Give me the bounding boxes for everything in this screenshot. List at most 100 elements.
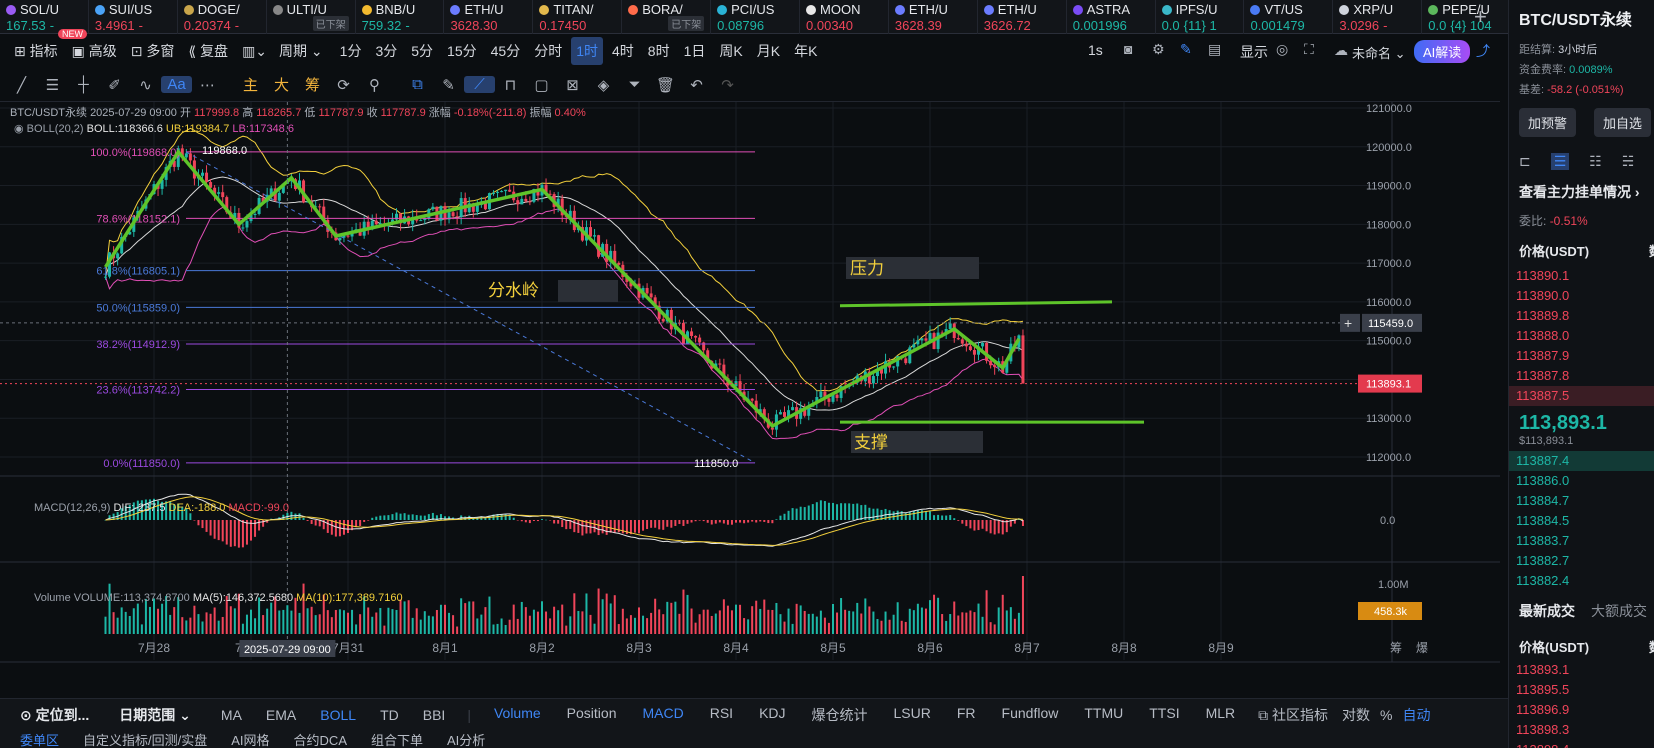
chips-toggle[interactable]: 筹 bbox=[304, 77, 320, 94]
fullscreen-icon[interactable]: ⛶ bbox=[1304, 41, 1314, 57]
horizontal-lines-icon[interactable]: ☰ bbox=[45, 76, 60, 94]
symbol-tab[interactable]: VT/US 0.001479 bbox=[1244, 0, 1334, 34]
sub-indicator-4[interactable]: KDJ bbox=[759, 704, 786, 721]
bid-row[interactable]: 113882.4 bbox=[1516, 573, 1570, 588]
book-asks-icon[interactable]: ☵ bbox=[1621, 153, 1635, 169]
sub-indicator-0[interactable]: Volume bbox=[493, 704, 541, 721]
date-range-dropdown[interactable]: 日期范围 ⌄ bbox=[119, 706, 191, 723]
interval-4[interactable]: 45分 bbox=[490, 43, 521, 59]
interval-9[interactable]: 1日 bbox=[683, 43, 706, 59]
ask-row[interactable]: 113887.5 bbox=[1509, 386, 1654, 406]
interval-6[interactable]: 1时 bbox=[571, 37, 603, 65]
community-indicators-button[interactable]: ⧉ 社区指标 bbox=[1258, 706, 1329, 723]
trendline-icon[interactable]: ╱ bbox=[16, 76, 27, 94]
sub-indicator-11[interactable]: MLR bbox=[1205, 704, 1236, 721]
log-scale-toggle[interactable]: 对数 bbox=[1342, 706, 1371, 723]
panel-tab-5[interactable]: AI分析 bbox=[447, 733, 486, 748]
symbol-tab[interactable]: MOON 0.00340 bbox=[800, 0, 889, 34]
depth-link[interactable]: 查看主力挂单情况 › bbox=[1519, 184, 1640, 200]
chart-area[interactable]: 100.0%(119868.0) 78.6%(118152.1) 61.8%(116… bbox=[0, 102, 1500, 695]
main-indicator-ma[interactable]: MA bbox=[220, 706, 242, 723]
advanced-button[interactable]: ▣ 高级 bbox=[71, 43, 117, 59]
interval-11[interactable]: 月K bbox=[756, 43, 781, 59]
book-split-icon[interactable]: ☰ bbox=[1550, 153, 1570, 170]
sub-indicator-3[interactable]: RSI bbox=[709, 704, 734, 721]
bid-row[interactable]: 113887.4 bbox=[1509, 451, 1654, 471]
ask-row[interactable]: 113890.0 bbox=[1516, 288, 1570, 303]
interval-12[interactable]: 年K bbox=[794, 43, 818, 59]
draw-pen-icon[interactable]: ✎ bbox=[1180, 41, 1192, 57]
locate-button[interactable]: ⊙ 定位到... bbox=[20, 706, 90, 723]
sub-indicator-8[interactable]: Fundflow bbox=[1001, 704, 1059, 721]
pattern-icon[interactable]: ⟳ bbox=[337, 76, 350, 94]
text-tool-icon[interactable]: Aa bbox=[161, 76, 192, 93]
percent-scale-toggle[interactable]: % bbox=[1380, 706, 1393, 723]
latest-trades-tab[interactable]: 最新成交 bbox=[1519, 603, 1575, 619]
symbol-tab[interactable]: ETH/U 3626.72 bbox=[978, 0, 1067, 34]
book-both-icon[interactable]: ⊏ bbox=[1519, 153, 1531, 169]
brush-icon[interactable]: ✐ bbox=[108, 76, 121, 94]
add-alert-button[interactable]: 加预警 bbox=[1519, 108, 1577, 137]
wave-icon[interactable]: ∿ bbox=[139, 76, 152, 94]
cloud-icon[interactable]: ☁ bbox=[1334, 42, 1348, 58]
refresh-rate[interactable]: 1s bbox=[1088, 42, 1103, 58]
panel-tab-2[interactable]: AI网格 bbox=[231, 733, 270, 748]
magnet-icon[interactable]: ⊓ bbox=[504, 76, 517, 94]
camera-icon[interactable]: ◙ bbox=[1124, 41, 1133, 57]
symbol-tab[interactable]: ETH/U 3628.39 bbox=[889, 0, 978, 34]
filter-icon[interactable]: ⏷ bbox=[628, 76, 641, 93]
layout-icon[interactable]: ▤ bbox=[1208, 41, 1222, 57]
symbol-tab[interactable]: ULTI/U 已下架 bbox=[267, 0, 356, 34]
symbol-tab[interactable]: DOGE/0.20374- bbox=[178, 0, 267, 34]
interval-8[interactable]: 8时 bbox=[647, 43, 670, 59]
add-line-icon[interactable] bbox=[1340, 313, 1360, 332]
sub-indicator-1[interactable]: Position bbox=[566, 704, 617, 721]
chart-type-icon[interactable]: ▥⌄ bbox=[242, 42, 268, 59]
period-dropdown[interactable]: 周期 ⌄ bbox=[279, 43, 323, 59]
multi-window-button[interactable]: ⊡ 多窗 bbox=[130, 43, 175, 59]
auto-scale-toggle[interactable]: 自动 bbox=[1402, 706, 1431, 723]
main-force-toggle[interactable]: 主 bbox=[242, 77, 258, 94]
interval-7[interactable]: 4时 bbox=[612, 43, 634, 59]
eye-icon[interactable]: ◉ bbox=[14, 123, 24, 135]
horizontal-ray-icon[interactable]: ┼ bbox=[78, 76, 89, 93]
symbol-tab[interactable]: ASTRA 0.001996 bbox=[1067, 0, 1156, 34]
ask-row[interactable]: 113888.0 bbox=[1516, 328, 1570, 343]
symbol-tab[interactable]: SUI/US 3.4961- bbox=[89, 0, 178, 34]
sub-indicator-2[interactable]: MACD bbox=[642, 704, 684, 721]
bid-row[interactable]: 113886.0 bbox=[1516, 473, 1570, 488]
bid-row[interactable]: 113884.5 bbox=[1516, 513, 1570, 528]
display-button[interactable]: 显示 bbox=[1240, 44, 1268, 60]
lock-icon[interactable]: ▢ bbox=[534, 76, 549, 94]
add-tab-icon[interactable]: + bbox=[1474, 4, 1487, 29]
sub-indicator-10[interactable]: TTSI bbox=[1149, 704, 1180, 721]
interval-5[interactable]: 分时 bbox=[534, 43, 563, 59]
edit-icon[interactable]: ⊠ bbox=[566, 76, 579, 94]
bid-row[interactable]: 113882.7 bbox=[1516, 553, 1570, 568]
ask-row[interactable]: 113887.9 bbox=[1516, 348, 1570, 363]
config-icon[interactable]: ◎ bbox=[1276, 41, 1289, 57]
settings-gear-icon[interactable]: ⚙ bbox=[1152, 41, 1165, 57]
eraser-icon[interactable]: ◈ bbox=[597, 76, 610, 94]
symbol-tab[interactable]: TITAN/0.17450 bbox=[533, 0, 623, 34]
symbol-tab[interactable]: IPFS/U 0.0 {11} 1 bbox=[1156, 0, 1245, 34]
interval-2[interactable]: 5分 bbox=[411, 43, 434, 59]
symbol-tab[interactable]: PEPE/U 0.0 {4} 104 bbox=[1422, 0, 1512, 34]
big-trades-tab[interactable]: 大额成交 bbox=[1591, 603, 1647, 619]
bid-row[interactable]: 113883.7 bbox=[1516, 533, 1570, 548]
interval-3[interactable]: 15分 bbox=[447, 43, 477, 59]
replay-button[interactable]: ⟪ 复盘 bbox=[188, 43, 229, 59]
sub-indicator-6[interactable]: LSUR bbox=[893, 704, 931, 721]
ask-row[interactable]: 113889.8 bbox=[1516, 308, 1570, 323]
book-bids-icon[interactable]: ☷ bbox=[1589, 153, 1602, 169]
copy-icon[interactable]: ⧉ bbox=[412, 76, 423, 93]
sub-indicator-5[interactable]: 爆仓统计 bbox=[811, 706, 868, 723]
measure-icon[interactable]: ⚲ bbox=[369, 76, 380, 94]
main-indicator-bbi[interactable]: BBI bbox=[422, 706, 446, 723]
symbol-tab[interactable]: XRP/U 3.0296- bbox=[1333, 0, 1423, 34]
panel-tab-4[interactable]: 组合下单 bbox=[371, 733, 424, 748]
sub-indicator-9[interactable]: TTMU bbox=[1084, 704, 1124, 721]
ruler-icon[interactable]: ⟋ bbox=[464, 76, 495, 93]
layout-name-dropdown[interactable]: 未命名 ⌄ bbox=[1352, 46, 1406, 61]
panel-tab-1[interactable]: 自定义指标/回测/实盘 bbox=[83, 733, 208, 748]
